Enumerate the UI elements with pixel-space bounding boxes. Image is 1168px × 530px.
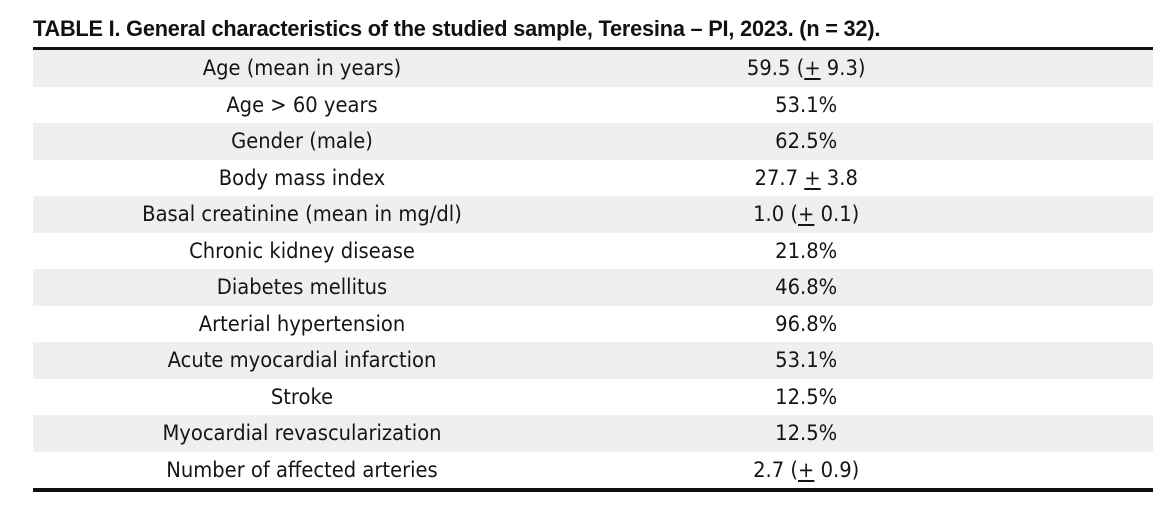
table-bottom-rule	[33, 488, 1153, 492]
table-row: Age (mean in years) 59.5 (+ 9.3)	[33, 50, 1153, 87]
row-label: Number of affected arteries	[166, 457, 438, 482]
row-label: Age > 60 years	[226, 92, 378, 117]
plus-minus-sign: +	[798, 457, 815, 482]
table-row: Gender (male) 62.5%	[33, 123, 1153, 160]
row-value: 1.0 (+ 0.1)	[753, 202, 860, 227]
row-value: 53.1%	[775, 92, 838, 117]
row-value: 12.5%	[775, 384, 838, 409]
table-caption: TABLE I. General characteristics of the …	[33, 16, 881, 41]
table-row: Arterial hypertension 96.8%	[33, 306, 1153, 343]
row-value: 59.5 (+ 9.3)	[746, 56, 866, 81]
row-value: 27.7 + 3.8	[754, 165, 858, 190]
row-label: Stroke	[270, 384, 334, 409]
table-row: Myocardial revascularization 12.5%	[33, 415, 1153, 452]
row-value: 53.1%	[775, 348, 838, 373]
table-row: Diabetes mellitus 46.8%	[33, 269, 1153, 306]
row-label: Body mass index	[218, 165, 386, 190]
table-row: Chronic kidney disease 21.8%	[33, 233, 1153, 270]
row-label: Gender (male)	[231, 129, 373, 154]
row-value: 96.8%	[775, 311, 838, 336]
table-top-rule	[33, 47, 1153, 50]
row-label: Chronic kidney disease	[189, 238, 415, 263]
row-value: 2.7 (+ 0.9)	[753, 457, 860, 482]
row-label: Myocardial revascularization	[162, 421, 442, 446]
row-label: Age (mean in years)	[202, 56, 402, 81]
plus-minus-sign: +	[798, 202, 815, 227]
row-value: 62.5%	[775, 129, 838, 154]
table-row: Number of affected arteries 2.7 (+ 0.9)	[33, 452, 1153, 489]
table-row: Basal creatinine (mean in mg/dl) 1.0 (+ …	[33, 196, 1153, 233]
table-row: Body mass index 27.7 + 3.8	[33, 160, 1153, 197]
table-body: Age (mean in years) 59.5 (+ 9.3) Age > 6…	[33, 50, 1153, 488]
row-label: Diabetes mellitus	[216, 275, 388, 300]
table-row: Acute myocardial infarction 53.1%	[33, 342, 1153, 379]
row-label: Acute myocardial infarction	[167, 348, 437, 373]
plus-minus-sign: +	[804, 165, 821, 190]
plus-minus-sign: +	[804, 56, 821, 81]
row-label: Basal creatinine (mean in mg/dl)	[142, 202, 462, 227]
table-row: Age > 60 years 53.1%	[33, 87, 1153, 124]
row-value: 46.8%	[775, 275, 838, 300]
table-row: Stroke 12.5%	[33, 379, 1153, 416]
row-value: 12.5%	[775, 421, 838, 446]
row-label: Arterial hypertension	[198, 311, 406, 336]
characteristics-table: TABLE I. General characteristics of the …	[33, 14, 1153, 492]
row-value: 21.8%	[775, 238, 838, 263]
